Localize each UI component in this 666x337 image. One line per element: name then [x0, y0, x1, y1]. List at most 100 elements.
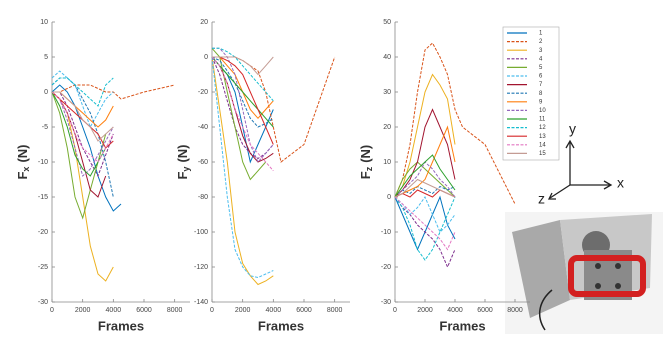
y-axis-label: Fx (N) — [15, 144, 31, 179]
series-line — [52, 84, 175, 100]
y-tick-label: -20 — [198, 89, 208, 96]
legend-label: 2 — [539, 39, 543, 45]
y-tick-label: -40 — [198, 124, 208, 131]
y-tick-label: 20 — [200, 19, 208, 26]
x-axis-label: Frames — [439, 318, 485, 333]
series-line — [212, 47, 274, 102]
legend-label: 5 — [539, 65, 543, 71]
z-arrow-head — [547, 192, 556, 200]
x-tick-label: 0 — [50, 307, 54, 314]
y-label-unit: (N) — [175, 144, 190, 162]
legend-label: 9 — [539, 99, 543, 105]
series-line — [51, 77, 114, 107]
series-line — [394, 196, 456, 251]
legend-label: 8 — [539, 91, 543, 97]
y-tick-label: 0 — [204, 54, 208, 61]
x-tick-label: 0 — [210, 307, 214, 314]
y-tick-label: 10 — [40, 19, 48, 26]
legend-label: 11 — [539, 117, 546, 123]
series-line — [51, 91, 114, 177]
x-tick-label: 4000 — [106, 307, 122, 314]
series-line — [51, 91, 107, 220]
legend-label: 6 — [539, 74, 543, 80]
series-line — [394, 185, 456, 198]
cable — [538, 289, 553, 331]
y-tick-label: 50 — [383, 19, 391, 26]
series-line — [394, 178, 456, 198]
bolt — [615, 263, 621, 269]
y-tick-label: 20 — [383, 124, 391, 131]
series-line — [394, 189, 456, 198]
x-tick-label: 6000 — [136, 307, 152, 314]
y-axis-name: y — [569, 121, 576, 137]
y-tick-label: 40 — [383, 54, 391, 61]
legend-label: 12 — [539, 125, 546, 131]
series-line — [51, 91, 107, 198]
x-tick-label: 8000 — [507, 307, 523, 314]
series-line — [212, 56, 274, 145]
y-tick-label: -100 — [194, 229, 208, 236]
y-label-symbol: F — [15, 172, 30, 180]
y-tick-label: -10 — [381, 229, 391, 236]
series-line — [212, 56, 336, 163]
y-tick-label: -15 — [38, 194, 48, 201]
legend-box — [502, 26, 560, 161]
series-line — [52, 91, 114, 142]
series-line — [211, 56, 274, 160]
y-arrow-head — [565, 139, 575, 149]
device-photo — [505, 212, 663, 334]
y-tick-label: -30 — [38, 299, 48, 306]
bolt — [615, 283, 621, 289]
series-line — [394, 108, 456, 198]
y-label-subscript: z — [364, 166, 374, 171]
series-line — [211, 56, 274, 172]
bolt — [595, 283, 601, 289]
y-tick-label: -60 — [198, 159, 208, 166]
legend-label: 3 — [539, 48, 543, 54]
series-line — [394, 195, 456, 233]
x-axis-label: Frames — [98, 318, 144, 333]
x-tick-label: 2000 — [75, 307, 91, 314]
axes-diagram — [547, 139, 613, 200]
y-label-unit: (N) — [15, 144, 30, 162]
series-line — [51, 91, 114, 163]
series-line — [394, 196, 456, 269]
legend-label: 7 — [539, 82, 543, 88]
series-line — [394, 161, 456, 198]
y-tick-label: 0 — [387, 194, 391, 201]
x-axis-label: Frames — [258, 318, 304, 333]
series-line — [394, 154, 456, 198]
y-tick-label: 10 — [383, 159, 391, 166]
legend-label: 10 — [539, 108, 546, 114]
y-tick-label: -120 — [194, 264, 208, 271]
y-tick-label: 0 — [44, 89, 48, 96]
y-tick-label: 30 — [383, 89, 391, 96]
red-handle — [568, 255, 646, 297]
legend-label: 1 — [539, 31, 543, 37]
y-tick-label: -25 — [38, 264, 48, 271]
x-tick-label: 0 — [393, 307, 397, 314]
x-tick-label: 4000 — [447, 307, 463, 314]
y-tick-label: -140 — [194, 299, 208, 306]
series-line — [212, 56, 274, 76]
series-line — [211, 56, 274, 128]
x-tick-label: 2000 — [235, 307, 251, 314]
x-tick-label: 4000 — [266, 307, 282, 314]
y-axis-label: Fz (N) — [358, 145, 374, 180]
y-label-subscript: y — [181, 167, 191, 172]
y-tick-label: -30 — [381, 299, 391, 306]
legend-label: 13 — [539, 134, 546, 140]
y-tick-label: -10 — [38, 159, 48, 166]
series-line — [211, 56, 274, 128]
legend-label: 14 — [539, 142, 546, 148]
series-line — [394, 73, 456, 198]
series-line — [51, 70, 114, 129]
x-tick-label: 6000 — [477, 307, 493, 314]
series-line — [51, 84, 122, 212]
series-line — [394, 196, 456, 261]
y-tick-label: -5 — [42, 124, 48, 131]
